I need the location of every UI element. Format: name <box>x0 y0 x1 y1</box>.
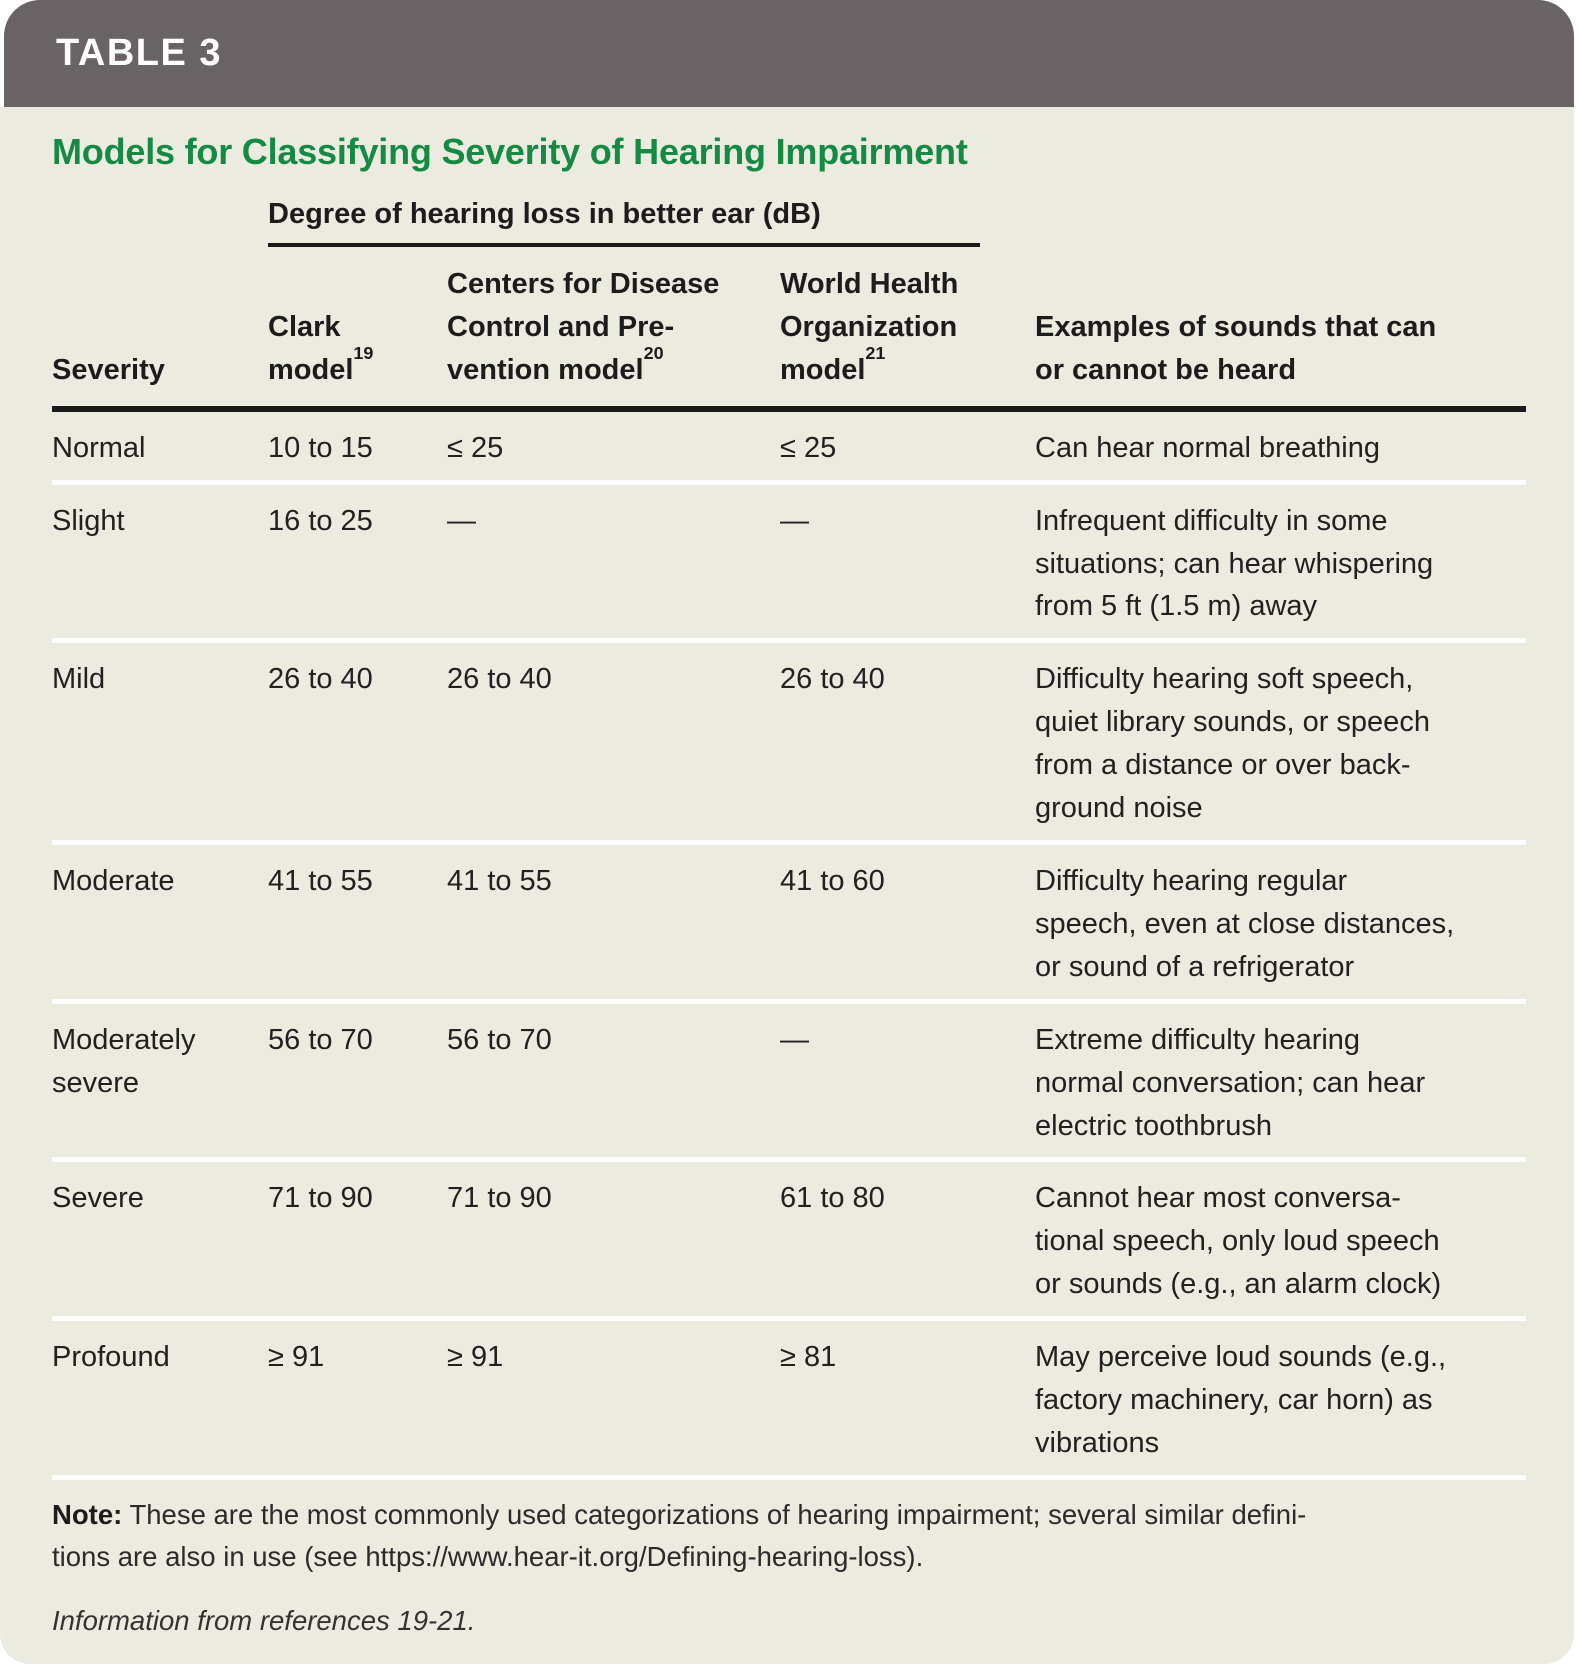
table-row-profound: Profound ≥ 91 ≥ 91 ≥ 81 May perceive lou… <box>52 1321 1526 1480</box>
cell-examples: Infrequent difficulty in some situations… <box>1035 504 1434 623</box>
table-header-bar: TABLE 3 <box>4 0 1574 107</box>
col-header-who-model: World Health Organization model21 <box>780 268 959 386</box>
cell-severity: Moderately severe <box>52 1023 196 1099</box>
table-row-mild: Mild 26 to 40 26 to 40 26 to 40 Difficul… <box>52 643 1526 845</box>
cell-cdc: 56 to 70 <box>447 1023 552 1056</box>
cell-clark: ≥ 91 <box>268 1341 325 1374</box>
cell-clark: 71 to 90 <box>268 1182 373 1215</box>
cell-clark: 16 to 25 <box>268 504 373 537</box>
table-row-moderate: Moderate 41 to 55 41 to 55 41 to 60 Diff… <box>52 845 1526 1004</box>
cell-severity: Mild <box>52 663 106 696</box>
cell-severity: Moderate <box>52 864 175 897</box>
cell-clark: 10 to 15 <box>268 431 373 464</box>
col-header-clark-model: Clark model19 <box>268 310 374 386</box>
cell-examples: Extreme difficulty hearing normal conver… <box>1035 1023 1426 1142</box>
cell-examples: May perceive loud sounds (e.g., factory … <box>1035 1341 1447 1459</box>
table-row-normal: Normal 10 to 15 ≤ 25 ≤ 25 Can hear norma… <box>52 412 1526 485</box>
cell-cdc: 26 to 40 <box>447 663 552 696</box>
cell-who: 61 to 80 <box>780 1182 885 1215</box>
cell-who: — <box>780 504 809 537</box>
table-title: Models for Classifying Severity of Heari… <box>52 131 968 172</box>
col-header-cdc-model: Centers for Disease Control and Pre- ven… <box>447 268 720 386</box>
cell-cdc: ≤ 25 <box>447 431 504 464</box>
note-text: These are the most commonly used categor… <box>52 1498 1307 1573</box>
cell-severity: Severe <box>52 1182 144 1215</box>
col-header-severity: Severity <box>52 353 165 386</box>
col-header-examples: Examples of sounds that can or cannot be… <box>1035 310 1437 386</box>
table-note: Note: These are the most commonly used c… <box>52 1494 1526 1579</box>
cell-examples: Difficulty hearing regular speech, even … <box>1035 864 1455 983</box>
attribution-line: Information from references 19-21. <box>52 1605 476 1637</box>
note-label: Note: <box>52 1498 123 1530</box>
cell-severity: Profound <box>52 1341 170 1374</box>
cell-examples: Can hear normal breathing <box>1035 431 1380 464</box>
cell-severity: Normal <box>52 431 146 464</box>
reference-20: 20 <box>643 343 664 364</box>
column-header-row: Severity Clark model19 Centers for Disea… <box>52 263 1526 412</box>
cell-who: 26 to 40 <box>780 663 885 696</box>
reference-21: 21 <box>865 343 886 364</box>
table-row-slight: Slight 16 to 25 — — Infrequent difficult… <box>52 485 1526 644</box>
cell-cdc: — <box>447 504 476 537</box>
cell-examples: Cannot hear most conversa- tional speech… <box>1035 1182 1442 1301</box>
reference-19: 19 <box>353 343 374 364</box>
cell-cdc: 71 to 90 <box>447 1182 552 1215</box>
cell-who: — <box>780 1023 809 1056</box>
cell-examples: Difficulty hearing soft speech, quiet li… <box>1035 663 1430 825</box>
cell-cdc: ≥ 91 <box>447 1341 504 1374</box>
cell-clark: 26 to 40 <box>268 663 373 696</box>
table-row-severe: Severe 71 to 90 71 to 90 61 to 80 Cannot… <box>52 1162 1526 1322</box>
cell-clark: 41 to 55 <box>268 864 373 897</box>
cell-severity: Slight <box>52 504 125 537</box>
cell-who: ≥ 81 <box>780 1341 837 1374</box>
table-row-moderately-severe: Moderately severe 56 to 70 56 to 70 — Ex… <box>52 1004 1526 1163</box>
table-body-panel: Models for Classifying Severity of Heari… <box>0 107 1574 1664</box>
cell-clark: 56 to 70 <box>268 1023 373 1056</box>
cell-cdc: 41 to 55 <box>447 864 552 897</box>
cell-who: ≤ 25 <box>780 431 837 464</box>
cell-who: 41 to 60 <box>780 864 885 897</box>
span-header-degree-of-hearing-loss: Degree of hearing loss in better ear (dB… <box>268 198 980 247</box>
table-number: TABLE 3 <box>56 32 223 74</box>
